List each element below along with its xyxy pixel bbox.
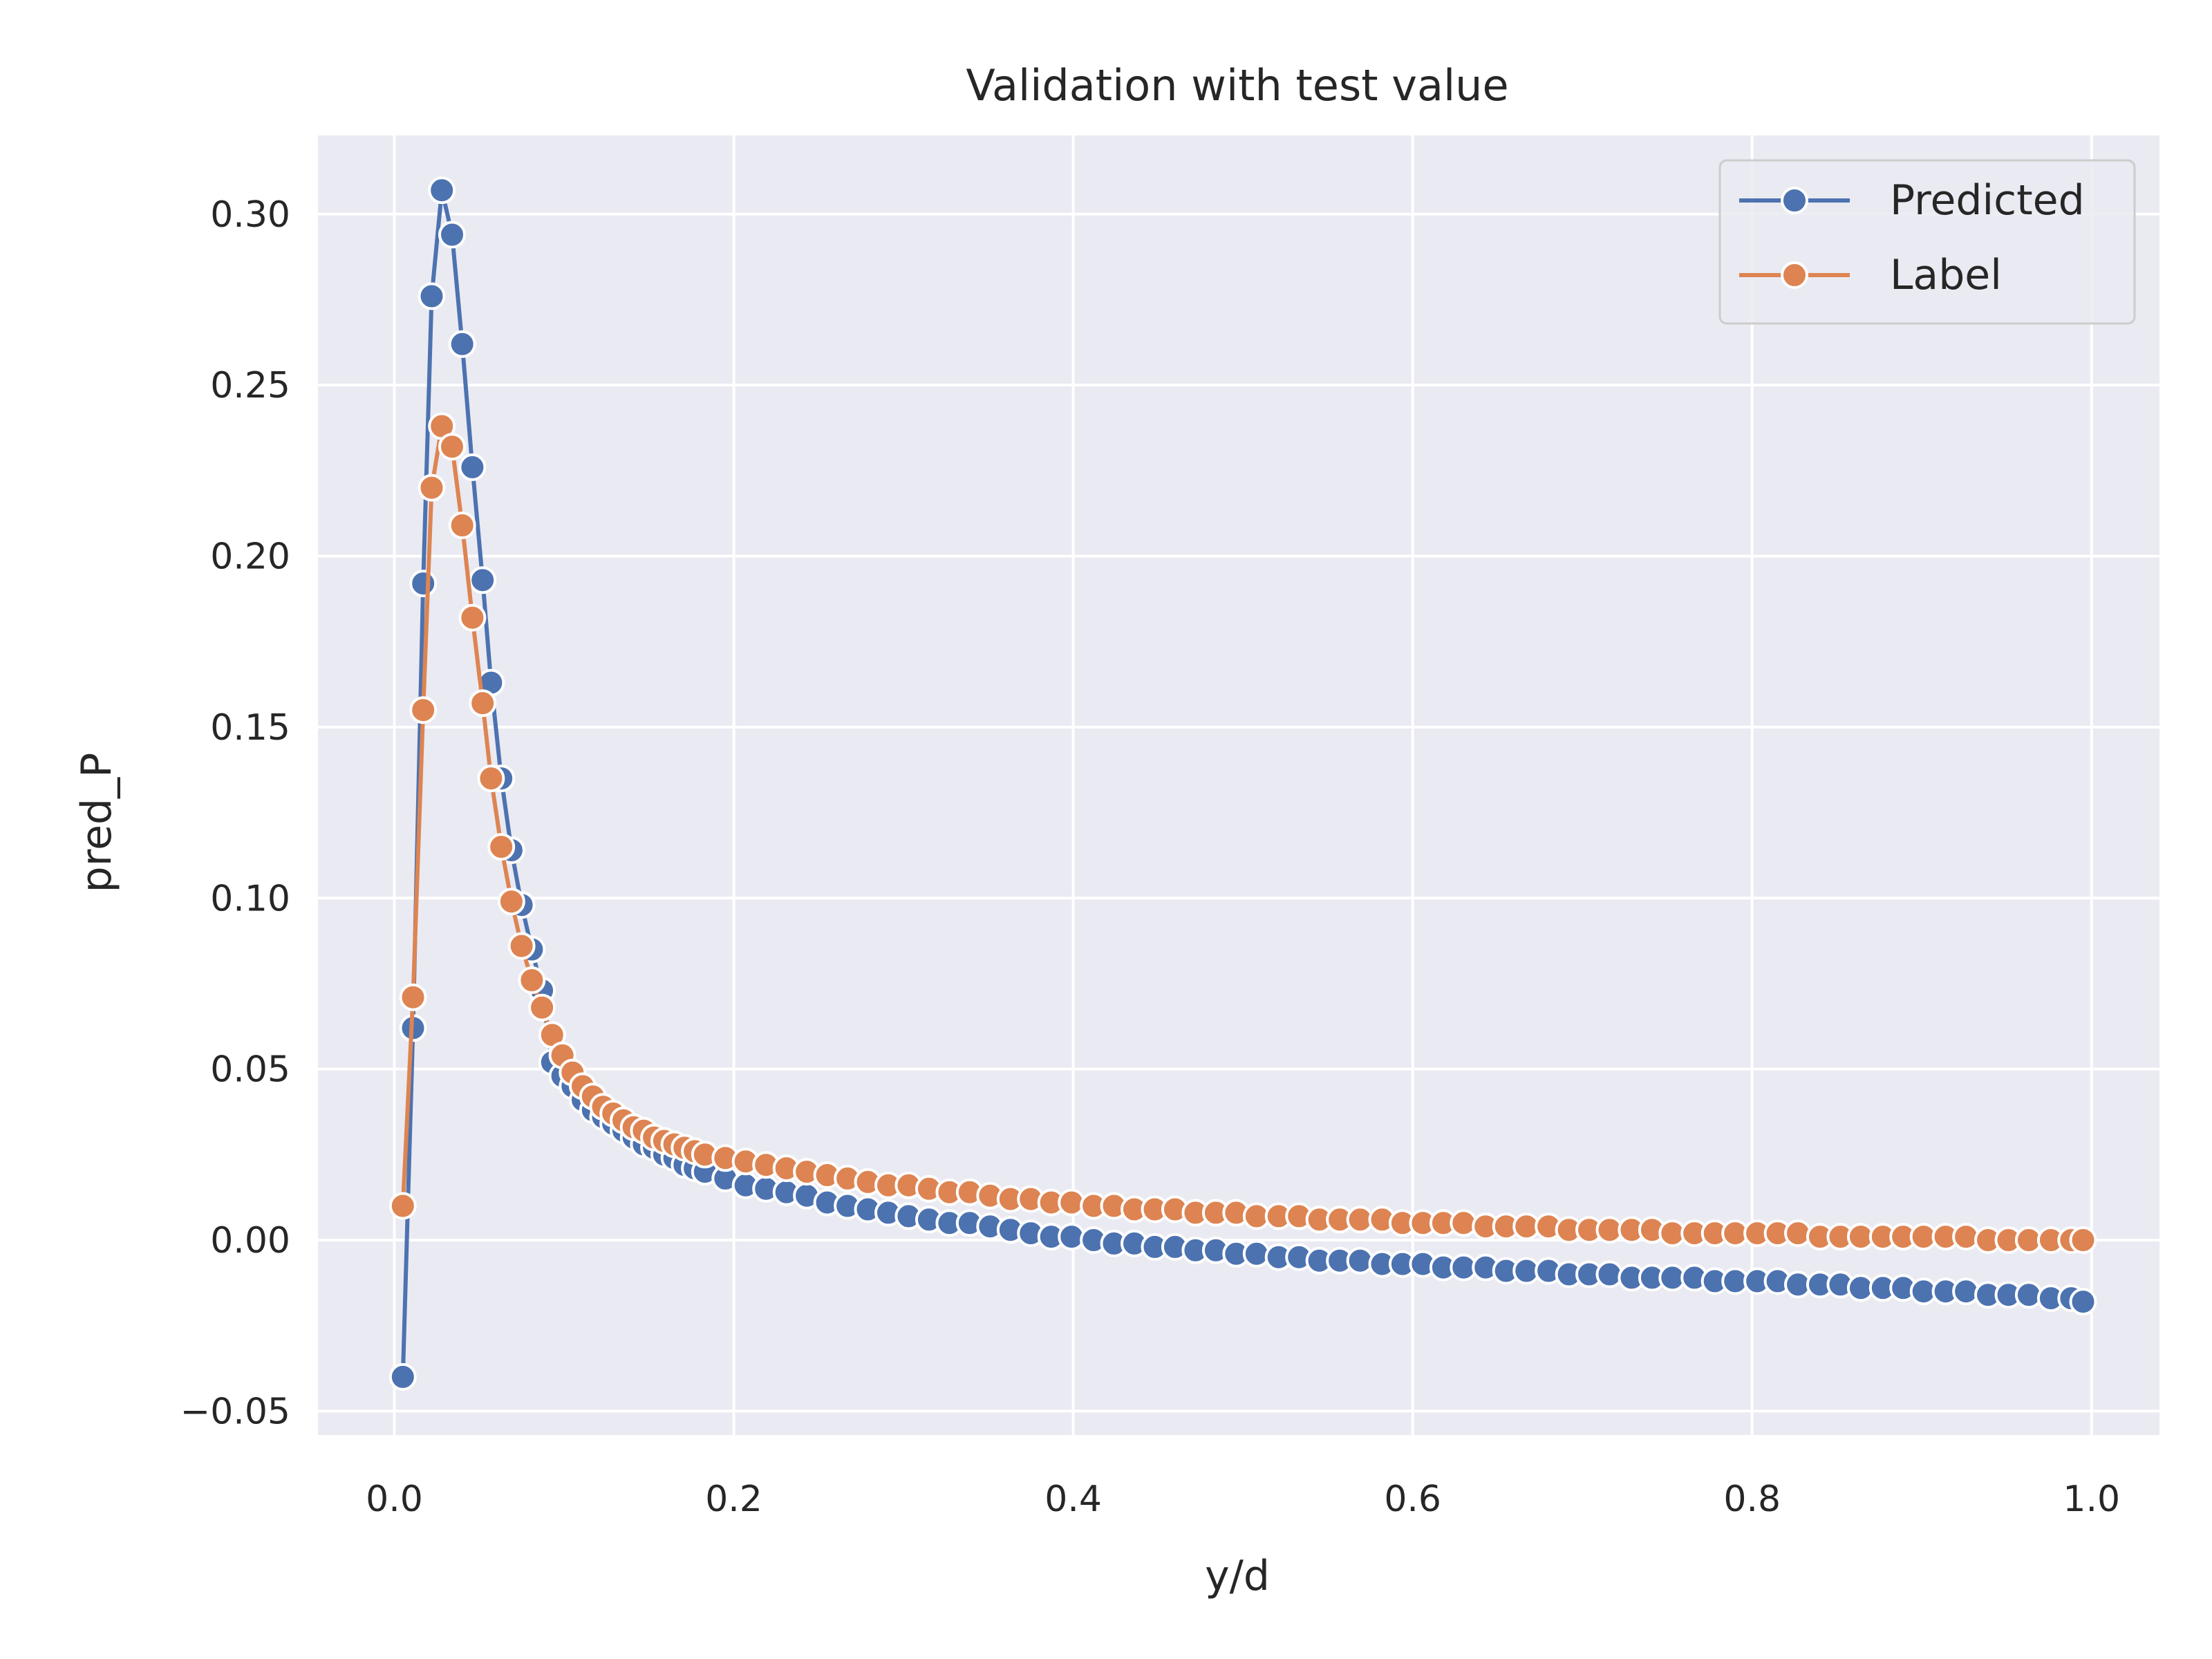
y-tick-label: 0.30 (210, 194, 290, 236)
data-point-predicted (388, 1362, 417, 1391)
data-point-label (418, 474, 446, 502)
data-point-label (458, 603, 487, 632)
y-tick-label: 0.10 (210, 878, 290, 919)
data-point-predicted (418, 282, 446, 310)
data-point-predicted (438, 221, 466, 249)
x-tick-label: 0.0 (366, 1479, 423, 1520)
legend-entry-label: Label (1739, 251, 2002, 299)
x-tick-label: 0.4 (1044, 1479, 1102, 1520)
legend-marker-predicted (1781, 187, 1808, 214)
y-tick-label: 0.00 (210, 1220, 290, 1262)
x-tick-label: 0.2 (705, 1479, 762, 1520)
data-point-predicted (458, 453, 487, 481)
x-axis-label: y/d (1205, 1552, 1270, 1600)
data-point-label (388, 1192, 417, 1220)
legend-entry-predicted: Predicted (1739, 176, 2085, 225)
data-point-label (518, 966, 546, 994)
data-point-predicted (448, 330, 476, 358)
data-point-label (399, 983, 427, 1011)
data-point-label (477, 765, 505, 793)
data-point-label (487, 833, 516, 861)
data-point-label (528, 993, 556, 1022)
y-axis-label: pred_P (73, 753, 121, 893)
chart-title: Validation with test value (966, 60, 1508, 111)
y-tick-label: −0.05 (180, 1391, 290, 1432)
legend-label-predicted: Predicted (1890, 176, 2085, 225)
data-point-predicted (2069, 1288, 2097, 1316)
x-tick-label: 1.0 (2063, 1479, 2120, 1520)
data-point-label (448, 512, 476, 539)
x-tick-label: 0.6 (1384, 1479, 1441, 1520)
y-tick-label: 0.20 (210, 536, 290, 578)
data-point-label (469, 689, 497, 718)
y-tick-label: 0.05 (210, 1049, 290, 1091)
tick-labels: 0.0 0.2 0.4 0.6 0.8 1.0 −0.05 0.00 0.05 0.10 0.15 0… (180, 194, 2120, 1520)
series-layer (388, 176, 2097, 1391)
series-label (388, 412, 2097, 1254)
x-tick-label: 0.8 (1723, 1479, 1781, 1520)
data-point-label (507, 932, 536, 960)
data-point-predicted (2014, 1281, 2043, 1309)
data-point-predicted (409, 570, 438, 598)
legend-marker-label (1781, 261, 1808, 289)
data-point-label (438, 433, 466, 461)
data-point-label (409, 696, 438, 724)
legend-label-label: Label (1890, 251, 2002, 299)
data-point-predicted (469, 566, 497, 594)
data-point-label (2069, 1226, 2097, 1254)
y-tick-label: 0.25 (210, 365, 290, 406)
legend: Predicted Label (1718, 159, 2136, 325)
data-point-predicted (428, 176, 456, 205)
y-tick-label: 0.15 (210, 707, 290, 749)
data-point-label (497, 888, 525, 916)
